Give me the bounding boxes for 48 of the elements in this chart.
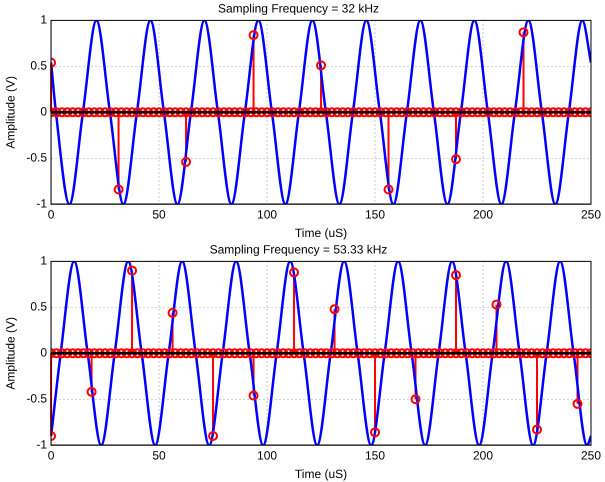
- y-axis-title: Amplitude (V): [4, 76, 18, 149]
- point: [370, 427, 380, 438]
- x-axis-title: Time (uS): [294, 226, 348, 240]
- y-axis-title: Amplitude (V): [4, 316, 18, 390]
- x-tick-label: 200: [472, 448, 494, 463]
- y-tick-label: -1: [36, 438, 48, 452]
- point: [181, 156, 192, 167]
- y-tick-label: 0.5: [30, 300, 48, 314]
- x-tick-label: 250: [580, 208, 602, 222]
- point: [86, 386, 97, 397]
- x-tick-label: 200: [472, 208, 494, 222]
- y-tick-label: 1: [40, 254, 48, 268]
- point: [168, 308, 178, 318]
- y-tick-label: -0.5: [26, 150, 48, 165]
- x-tick-label: 50: [152, 448, 166, 463]
- x-axis-title: Time (uS): [294, 467, 348, 482]
- x-tick-label: 250: [580, 448, 602, 463]
- point: [384, 184, 394, 194]
- x-tick-label: 50: [152, 208, 166, 222]
- y-tick-label: -1: [36, 196, 48, 211]
- line-series: [51, 20, 591, 204]
- x-tick-label: 100: [257, 208, 278, 222]
- point: [532, 424, 542, 435]
- y-tick-label: 0.5: [30, 58, 48, 73]
- point: [451, 270, 462, 280]
- y-tick-label: -0.5: [26, 392, 48, 406]
- y-tick-label: 1: [40, 12, 48, 27]
- point: [572, 398, 582, 409]
- point: [492, 300, 502, 310]
- point: [248, 390, 259, 401]
- point: [248, 30, 259, 40]
- line-series: [51, 261, 591, 446]
- point: [208, 431, 218, 442]
- point: [114, 184, 124, 194]
- y-tick-label: 0: [40, 346, 48, 360]
- y-tick-label: 0: [40, 104, 48, 119]
- point: [316, 60, 326, 70]
- point: [289, 267, 300, 278]
- point: [330, 304, 340, 314]
- point: [410, 394, 421, 404]
- point: [518, 27, 528, 38]
- chart-title: Sampling Frequency = 53.33 kHz: [210, 242, 388, 257]
- x-tick-label: 150: [365, 208, 386, 222]
- x-tick-label: 100: [257, 448, 278, 463]
- x-tick-label: 150: [365, 448, 386, 463]
- point: [127, 266, 138, 276]
- point: [451, 154, 462, 164]
- chart-title: Sampling Frequency = 32 kHz: [218, 2, 380, 16]
